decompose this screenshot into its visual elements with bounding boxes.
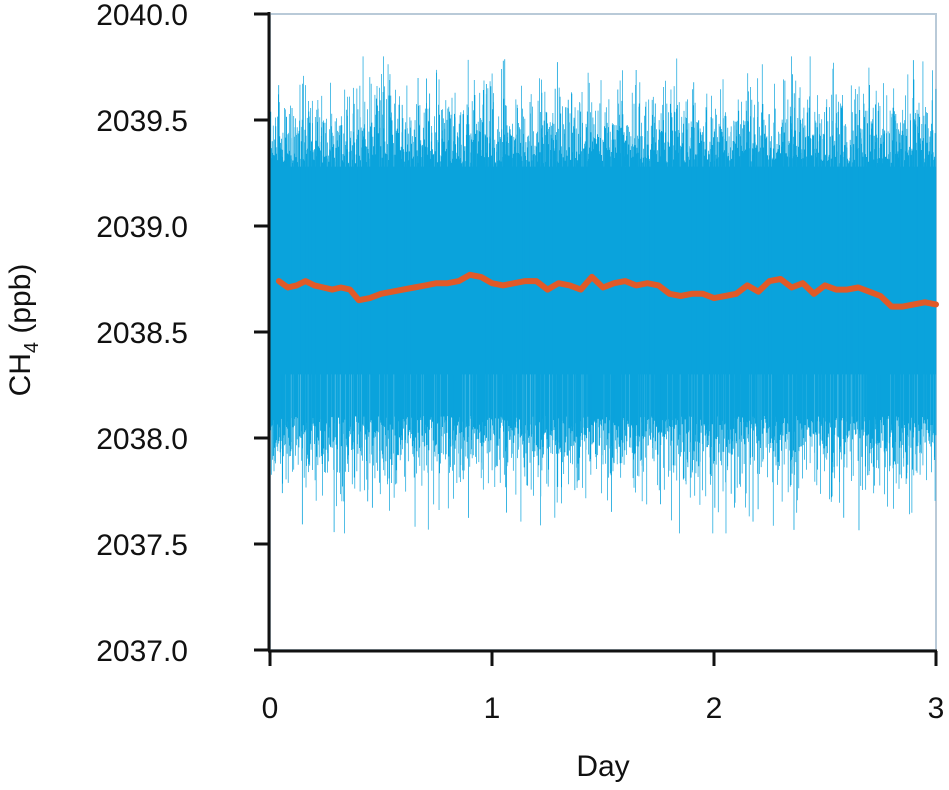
y-tick-label: 2037.5 (96, 529, 188, 562)
y-tick-label: 2038.0 (96, 423, 188, 456)
y-axis-title-unit: (ppb) (4, 264, 37, 342)
x-tick-label: 1 (484, 692, 501, 725)
running-mean-line (275, 271, 939, 310)
high-frequency-series (269, 56, 937, 534)
measurement-extreme-spikes (271, 59, 921, 533)
y-axis-title-subscript: 4 (21, 342, 43, 353)
x-tick-label: 0 (262, 692, 279, 725)
y-tick-label: 2039.5 (96, 105, 188, 138)
y-axis-title-main: CH (4, 353, 37, 396)
y-tick-label: 2037.0 (96, 635, 188, 668)
x-axis-title: Day (576, 750, 629, 783)
y-tick-label: 2039.0 (96, 211, 188, 244)
y-axis-ticks: 2037.0 2037.5 2038.0 2038.5 2039.0 2039.5 2040… (96, 0, 269, 668)
x-tick-label: 2 (706, 692, 723, 725)
y-tick-label: 2038.5 (96, 317, 188, 350)
x-axis-ticks: 0 1 2 3 (262, 651, 945, 725)
y-tick-label: 2040.0 (96, 0, 188, 32)
y-axis-title: CH4 (ppb) (4, 264, 43, 397)
x-tick-label: 3 (928, 692, 945, 725)
